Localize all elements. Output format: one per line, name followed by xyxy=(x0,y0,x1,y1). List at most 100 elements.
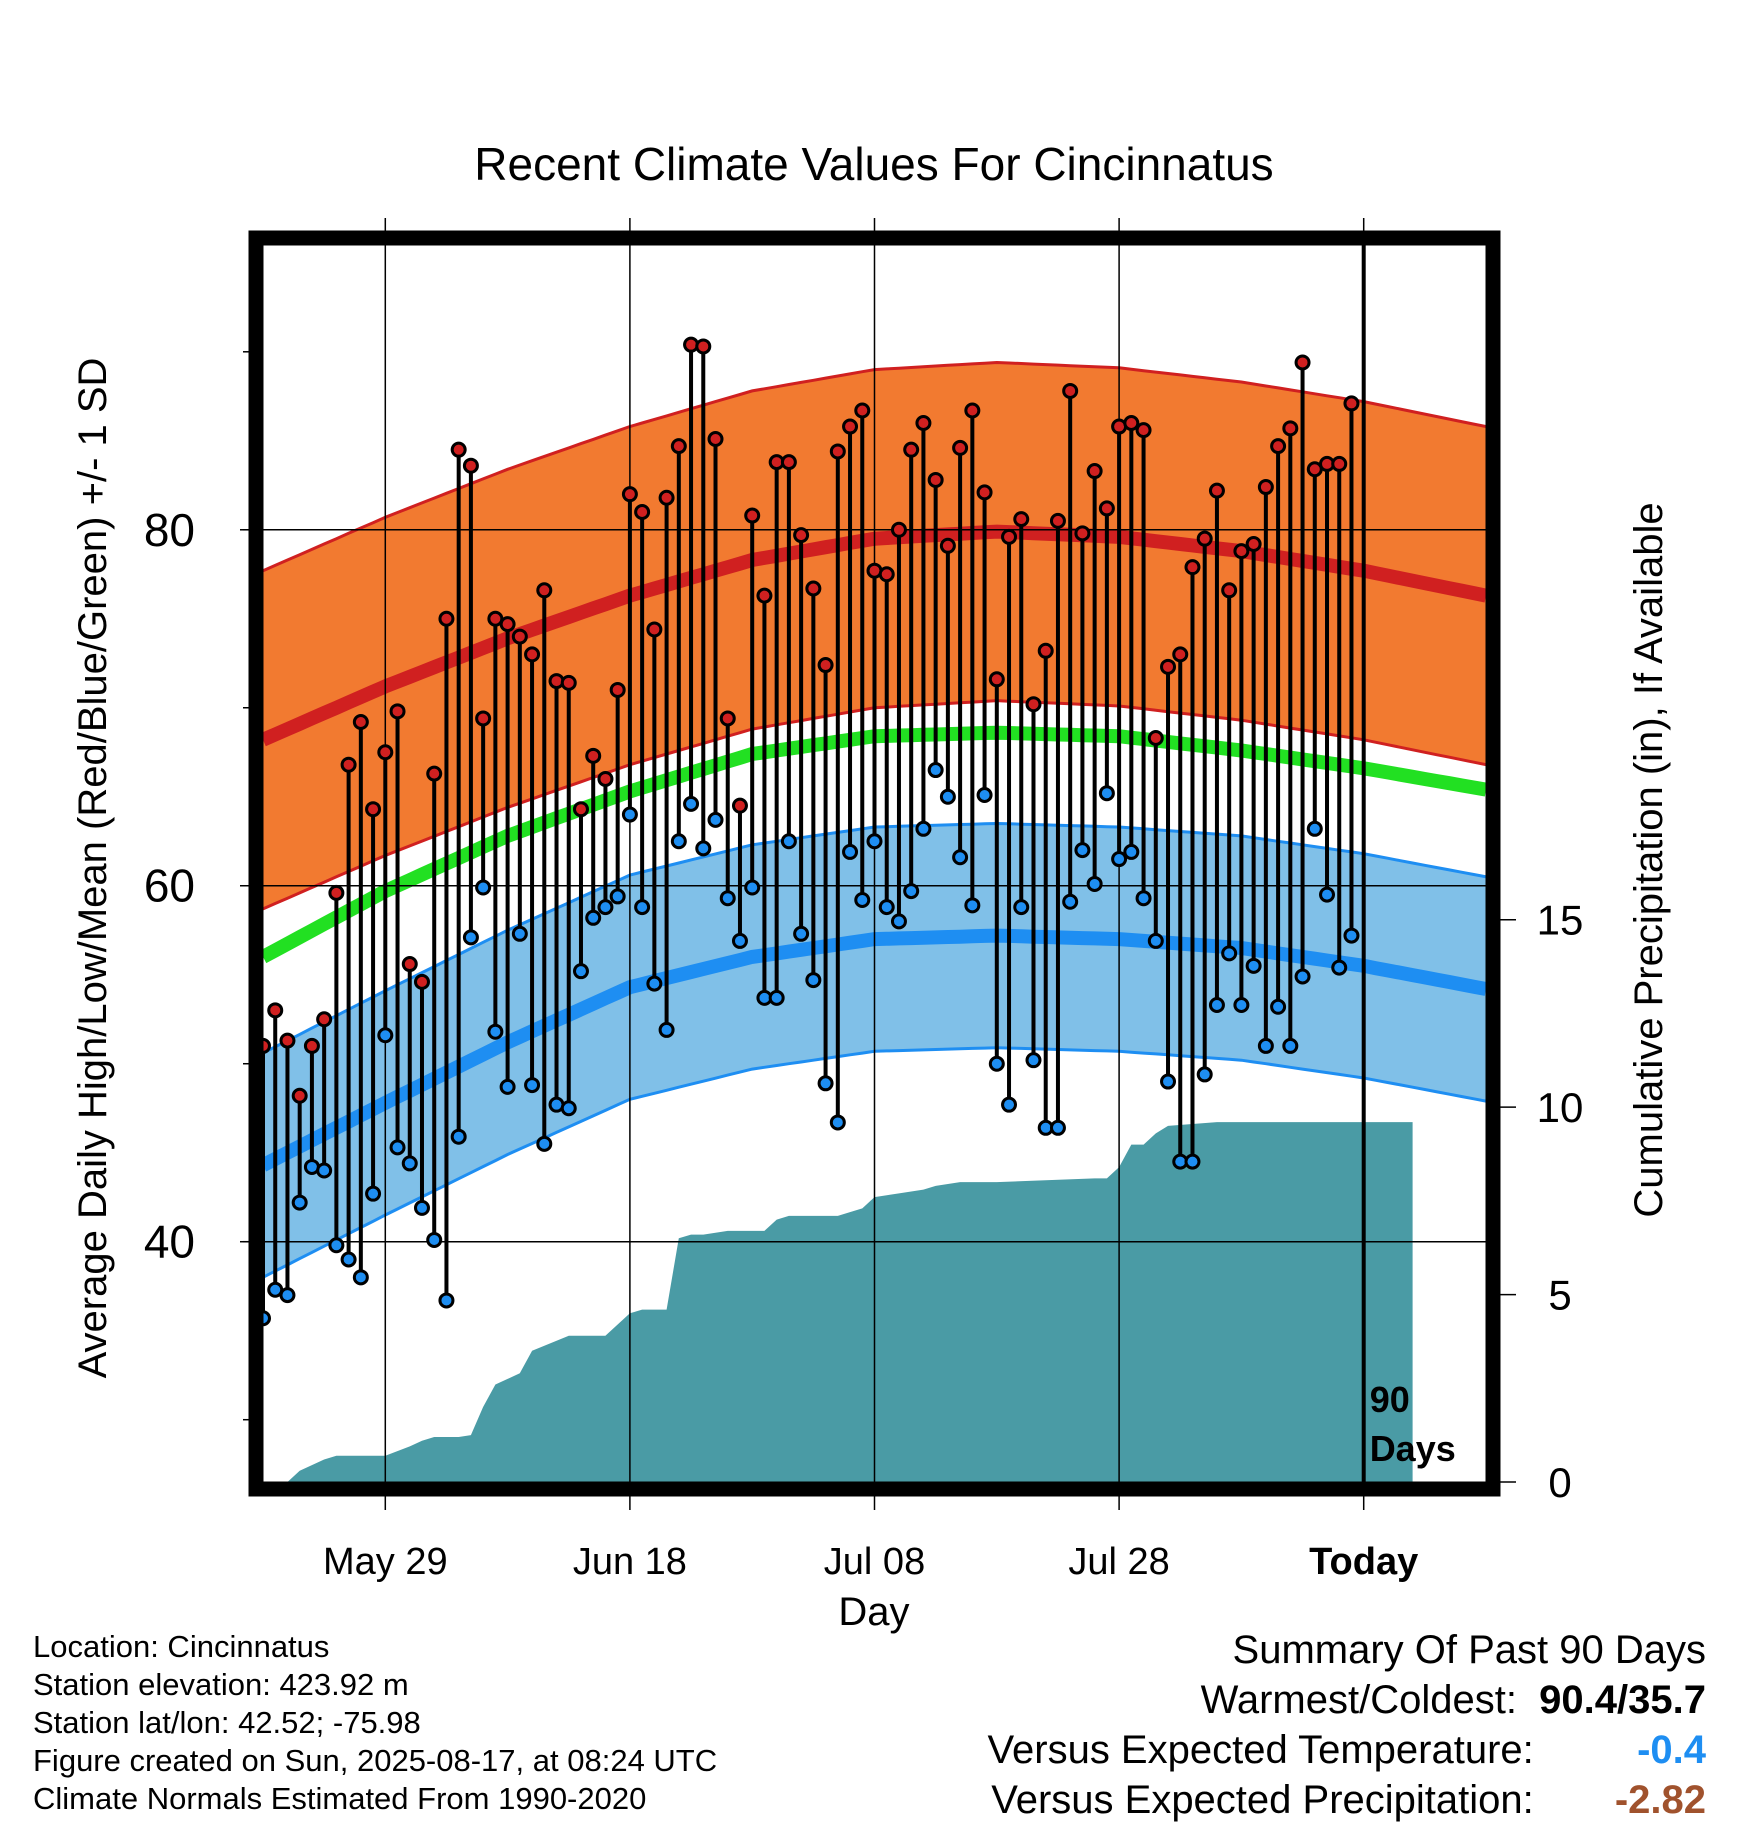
observed-low-point xyxy=(854,891,871,908)
precip-anomaly-label: Versus Expected Precipitation: xyxy=(991,1778,1534,1822)
y2-tick-label: 15 xyxy=(1537,897,1584,944)
y-tick-label: 80 xyxy=(144,504,195,556)
observed-low-point xyxy=(1025,1052,1042,1069)
observed-low-point xyxy=(952,849,969,866)
x-axis-label: Day xyxy=(838,1590,909,1634)
observed-high-point xyxy=(793,527,810,544)
observed-low-point xyxy=(1013,899,1030,916)
observed-high-point xyxy=(426,765,443,782)
summary-panel: Summary Of Past 90 Days Warmest/Coldest:… xyxy=(988,1625,1706,1825)
observed-high-point xyxy=(267,1002,284,1019)
summary-temperature: Versus Expected Temperature: -0.4 xyxy=(988,1725,1706,1775)
observed-low-point xyxy=(279,1287,296,1304)
observed-high-point xyxy=(340,756,357,773)
observed-low-point xyxy=(707,811,724,828)
observed-low-point xyxy=(964,897,981,914)
observed-low-point xyxy=(866,833,883,850)
observed-low-point xyxy=(1221,945,1238,962)
observed-high-point xyxy=(1123,414,1140,431)
observed-low-point xyxy=(670,833,687,850)
observed-high-point xyxy=(1160,658,1177,675)
observed-low-point xyxy=(976,786,993,803)
info-location: Location: Cincinnatus xyxy=(33,1629,330,1664)
observed-high-point xyxy=(756,587,773,604)
info-created: Figure created on Sun, 2025-08-17, at 08… xyxy=(33,1743,718,1778)
summary-warmest-coldest: Warmest/Coldest: 90.4/35.7 xyxy=(988,1675,1706,1725)
observed-high-point xyxy=(1343,395,1360,412)
plot-area xyxy=(263,245,1486,1482)
observed-low-point xyxy=(1343,927,1360,944)
observed-low-point xyxy=(524,1077,541,1094)
observed-high-point xyxy=(438,610,455,627)
observed-high-point xyxy=(854,402,871,419)
observed-high-point xyxy=(964,402,981,419)
observed-high-point xyxy=(719,710,736,727)
observed-low-point xyxy=(744,879,761,896)
observed-low-point xyxy=(1062,893,1079,910)
observed-high-point xyxy=(1270,438,1287,455)
observed-low-point xyxy=(475,879,492,896)
y-axis-label: Average Daily High/Low/Mean (Red/Blue/Gr… xyxy=(71,358,115,1379)
observed-low-point xyxy=(793,925,810,942)
observed-low-point xyxy=(768,989,785,1006)
observed-low-point xyxy=(377,1027,394,1044)
observed-high-point xyxy=(976,484,993,501)
observed-low-point xyxy=(401,1155,418,1172)
y-tick-label: 60 xyxy=(144,860,195,912)
observed-low-point xyxy=(634,899,651,916)
observed-high-point xyxy=(609,681,626,698)
observed-low-point xyxy=(389,1139,406,1156)
precip-cumulative-area xyxy=(263,1122,1413,1482)
y2-tick-label: 10 xyxy=(1537,1084,1584,1131)
observed-low-point xyxy=(1160,1073,1177,1090)
observed-high-point xyxy=(1062,382,1079,399)
observed-low-point xyxy=(413,1199,430,1216)
temp-anomaly-label: Versus Expected Temperature: xyxy=(987,1728,1534,1772)
observed-low-point xyxy=(915,820,932,837)
observed-low-point xyxy=(536,1135,553,1152)
observed-low-point xyxy=(597,899,614,916)
observed-high-point xyxy=(560,674,577,691)
observed-low-point xyxy=(1098,785,1115,802)
observed-high-point xyxy=(658,489,675,506)
observed-low-point xyxy=(316,1162,333,1179)
x-tick-label: May 29 xyxy=(323,1541,448,1583)
observed-high-point xyxy=(1147,730,1164,747)
today-marker-label: Days xyxy=(1370,1428,1456,1469)
observed-low-point xyxy=(1184,1153,1201,1170)
observed-high-point xyxy=(597,770,614,787)
observed-low-point xyxy=(903,883,920,900)
observed-high-point xyxy=(829,443,846,460)
observed-high-point xyxy=(817,657,834,674)
observed-high-point xyxy=(646,621,663,638)
chart-title: Recent Climate Values For Cincinnatus xyxy=(474,138,1273,190)
observed-low-point xyxy=(939,788,956,805)
observed-high-point xyxy=(524,646,541,663)
observed-low-point xyxy=(426,1231,443,1248)
observed-high-point xyxy=(1013,511,1030,528)
observed-high-point xyxy=(780,454,797,471)
temp-anomaly-value: -0.4 xyxy=(1637,1728,1706,1772)
observed-high-point xyxy=(1184,559,1201,576)
summary-precipitation: Versus Expected Precipitation: -2.82 xyxy=(988,1775,1706,1825)
observed-low-point xyxy=(438,1292,455,1309)
observed-low-point xyxy=(805,972,822,989)
observed-high-point xyxy=(377,744,394,761)
observed-high-point xyxy=(413,973,430,990)
observed-low-point xyxy=(927,762,944,779)
observed-high-point xyxy=(695,338,712,355)
observed-high-point xyxy=(988,671,1005,688)
observed-high-point xyxy=(939,537,956,554)
observed-low-point xyxy=(683,795,700,812)
observed-low-point xyxy=(1074,842,1091,859)
observed-high-point xyxy=(915,414,932,431)
observed-high-point xyxy=(328,884,345,901)
observed-low-point xyxy=(1294,968,1311,985)
observed-low-point xyxy=(352,1269,369,1286)
info-latlon: Station lat/lon: 42.52; -75.98 xyxy=(33,1705,421,1740)
observed-high-point xyxy=(1086,463,1103,480)
observed-low-point xyxy=(450,1128,467,1145)
observed-high-point xyxy=(1074,525,1091,542)
observed-high-point xyxy=(303,1037,320,1054)
precip-anomaly-value: -2.82 xyxy=(1614,1778,1706,1822)
